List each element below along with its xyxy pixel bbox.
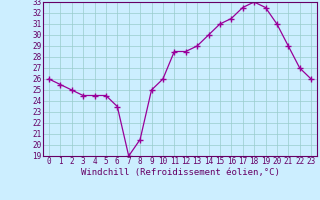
X-axis label: Windchill (Refroidissement éolien,°C): Windchill (Refroidissement éolien,°C) [81,168,279,177]
